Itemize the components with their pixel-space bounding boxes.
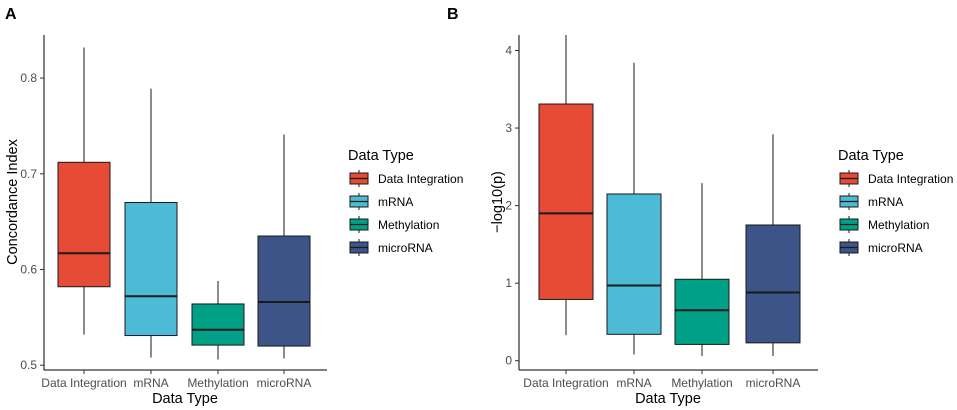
panel-b-legend: Data Type Data Integration mRNA Methylatio… xyxy=(838,148,953,256)
panel-a: A 0.5 0.6 0.7 0.8 Data Integration mRNA Methy… xyxy=(5,6,463,407)
legend-label: mRNA xyxy=(868,195,903,209)
panel-a-legend-item-methylation: Methylation xyxy=(348,216,439,233)
panel-b-boxes xyxy=(538,35,801,357)
panel-b-y-tick-label: 4 xyxy=(505,44,512,58)
panel-b-legend-item-mrna: mRNA xyxy=(838,193,903,210)
panel-b-x-tick-label: Data Integration xyxy=(523,376,608,390)
panel-a-box-data-integration xyxy=(57,47,111,335)
legend-label: microRNA xyxy=(378,241,433,255)
box-iqr xyxy=(124,202,178,337)
panel-a-x-tick-label: Methylation xyxy=(187,376,248,390)
box-iqr xyxy=(57,161,111,288)
legend-label: Methylation xyxy=(868,218,929,232)
panel-b-legend-title: Data Type xyxy=(838,148,904,164)
panel-a-legend-title: Data Type xyxy=(348,148,414,164)
panel-a-y-ticks: 0.5 0.6 0.7 0.8 xyxy=(20,71,44,372)
panel-a-x-axis-title: Data Type xyxy=(152,391,218,407)
panel-a-legend: Data Type Data Integration mRNA Methylatio… xyxy=(348,148,463,256)
panel-b-box-microrna xyxy=(745,134,801,357)
panel-b-x-tick-label: mRNA xyxy=(616,376,651,390)
legend-label: microRNA xyxy=(868,241,923,255)
panel-b-box-data-integration xyxy=(538,35,594,336)
panel-b-x-tick-label: Methylation xyxy=(671,376,732,390)
panel-a-y-tick-label: 0.6 xyxy=(20,263,37,277)
panel-a-y-axis-title: Concordance Index xyxy=(5,138,21,264)
panel-a-y-tick-label: 0.7 xyxy=(20,167,37,181)
panel-a-x-tick-label: mRNA xyxy=(133,376,168,390)
panel-a-box-mrna xyxy=(124,88,178,358)
panel-a-x-ticks: Data Integration mRNA Methylation microRNA xyxy=(41,370,311,390)
panel-b-legend-item-microrna: microRNA xyxy=(838,239,923,256)
box-iqr xyxy=(674,278,730,345)
panel-a-y-tick-label: 0.5 xyxy=(20,358,37,372)
panel-b-box-mrna xyxy=(606,62,662,355)
panel-b-y-axis-title: −log10(p) xyxy=(490,171,506,233)
box-iqr xyxy=(191,303,245,346)
box-iqr xyxy=(257,235,311,347)
panel-b-x-ticks: Data Integration mRNA Methylation microRNA xyxy=(523,370,800,390)
box-iqr xyxy=(745,224,801,344)
panel-a-x-tick-label: Data Integration xyxy=(41,376,126,390)
panel-b-letter: B xyxy=(447,6,459,23)
panel-b-x-axis-title: Data Type xyxy=(635,391,701,407)
panel-b-x-tick-label: microRNA xyxy=(746,376,801,390)
panel-a-legend-item-microrna: microRNA xyxy=(348,239,433,256)
panel-b: B 0 1 2 3 4 Data Integration mRNA Methylation m… xyxy=(447,6,953,407)
panel-a-y-tick-label: 0.8 xyxy=(20,71,37,85)
panel-b-legend-item-methylation: Methylation xyxy=(838,216,929,233)
panel-b-y-tick-label: 3 xyxy=(505,121,512,135)
panel-a-legend-item-data-integration: Data Integration xyxy=(348,170,463,187)
legend-label: mRNA xyxy=(378,195,413,209)
legend-label: Data Integration xyxy=(868,172,953,186)
panel-b-legend-item-data-integration: Data Integration xyxy=(838,170,953,187)
panel-b-y-tick-label: 2 xyxy=(505,199,512,213)
panel-a-box-microrna xyxy=(257,134,311,359)
panel-a-letter: A xyxy=(5,6,17,23)
panel-a-x-tick-label: microRNA xyxy=(257,376,312,390)
box-iqr xyxy=(606,193,662,335)
panel-a-boxes xyxy=(57,47,311,360)
panel-a-legend-item-mrna: mRNA xyxy=(348,193,413,210)
panel-b-y-tick-label: 0 xyxy=(505,354,512,368)
panel-b-y-ticks: 0 1 2 3 4 xyxy=(505,44,519,368)
box-iqr xyxy=(538,103,594,300)
legend-label: Data Integration xyxy=(378,172,463,186)
legend-label: Methylation xyxy=(378,218,439,232)
panel-b-box-methylation xyxy=(674,183,730,357)
panel-b-y-tick-label: 1 xyxy=(505,276,512,290)
panel-a-box-methylation xyxy=(191,280,245,360)
